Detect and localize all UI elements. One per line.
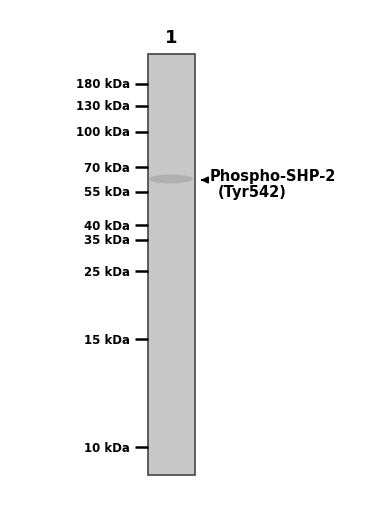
- Text: 130 kDa: 130 kDa: [76, 100, 130, 113]
- Text: 55 kDa: 55 kDa: [84, 186, 130, 199]
- Ellipse shape: [149, 175, 193, 184]
- Text: 40 kDa: 40 kDa: [84, 219, 130, 232]
- Text: 100 kDa: 100 kDa: [76, 126, 130, 139]
- Bar: [148, 55, 195, 475]
- Text: 180 kDa: 180 kDa: [76, 78, 130, 91]
- Text: 15 kDa: 15 kDa: [84, 333, 130, 346]
- Text: 10 kDa: 10 kDa: [84, 441, 130, 453]
- Text: 25 kDa: 25 kDa: [84, 265, 130, 278]
- Text: 35 kDa: 35 kDa: [84, 234, 130, 247]
- Text: 70 kDa: 70 kDa: [84, 161, 130, 174]
- Text: Phospho-SHP-2: Phospho-SHP-2: [210, 168, 336, 183]
- Text: 1: 1: [165, 29, 177, 47]
- Text: (Tyr542): (Tyr542): [218, 184, 286, 199]
